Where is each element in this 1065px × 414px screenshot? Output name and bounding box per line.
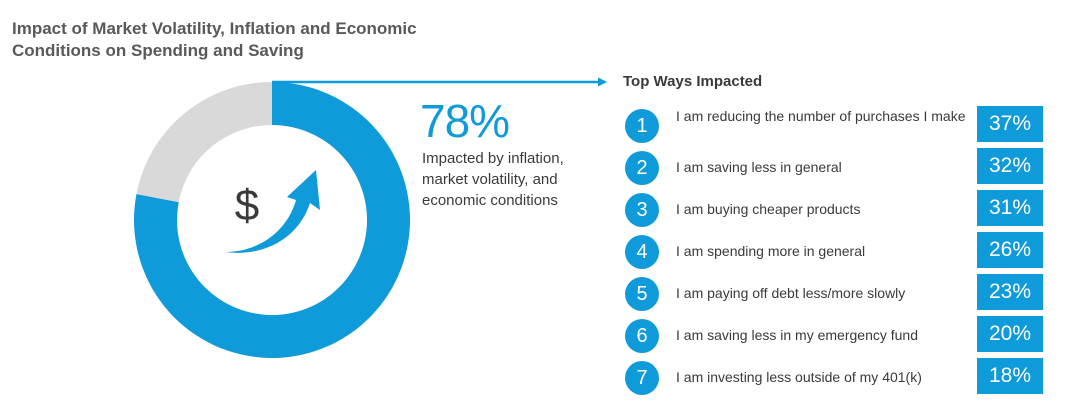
item-label: I am saving less in my emergency fund	[676, 327, 918, 343]
rank-badge: 3	[625, 193, 659, 227]
item-percentage: 26%	[977, 232, 1043, 268]
item-percentage: 37%	[977, 106, 1043, 142]
rank-badge: 2	[625, 151, 659, 185]
rank-badge: 6	[625, 319, 659, 353]
item-label: I am buying cheaper products	[676, 201, 861, 217]
donut-slice-not-impacted	[136, 82, 272, 203]
list-item: 7 I am investing less outside of my 401(…	[625, 356, 1045, 398]
dollar-icon: $	[235, 181, 259, 230]
rank-badge: 4	[625, 235, 659, 269]
item-percentage: 23%	[977, 274, 1043, 310]
list-item: 3 I am buying cheaper products 31%	[625, 188, 1045, 230]
impact-list: 1 I am reducing the number of purchases …	[625, 104, 1045, 398]
impacted-percentage: 78%	[420, 95, 510, 147]
list-item: 1 I am reducing the number of purchases …	[625, 104, 1045, 146]
item-percentage: 31%	[977, 190, 1043, 226]
item-percentage: 32%	[977, 148, 1043, 184]
donut-chart: $	[133, 77, 607, 358]
list-item: 5 I am paying off debt less/more slowly …	[625, 272, 1045, 314]
list-item: 2 I am saving less in general 32%	[625, 146, 1045, 188]
list-title: Top Ways Impacted	[623, 73, 763, 90]
chart-title: Impact of Market Volatility, Inflation a…	[12, 19, 417, 60]
donut-slice-impacted	[133, 82, 410, 358]
item-label: I am reducing the number of purchases I …	[676, 108, 966, 124]
item-label: I am spending more in general	[676, 243, 866, 259]
rank-badge: 7	[625, 361, 659, 395]
up-arrow-icon	[225, 170, 320, 253]
item-label: I am investing less outside of my 401(k)	[676, 369, 922, 385]
item-label: I am saving less in general	[676, 159, 842, 175]
list-item: 4 I am spending more in general 26%	[625, 230, 1045, 272]
rank-badge: 5	[625, 277, 659, 311]
list-item: 6 I am saving less in my emergency fund …	[625, 314, 1045, 356]
item-percentage: 20%	[977, 316, 1043, 352]
impacted-description: Impacted by inflation, market volatility…	[422, 150, 564, 209]
rank-badge: 1	[625, 109, 659, 143]
item-percentage: 18%	[977, 358, 1043, 394]
dollar-up-arrow-icon: $	[225, 170, 320, 253]
item-label: I am paying off debt less/more slowly	[676, 285, 906, 301]
